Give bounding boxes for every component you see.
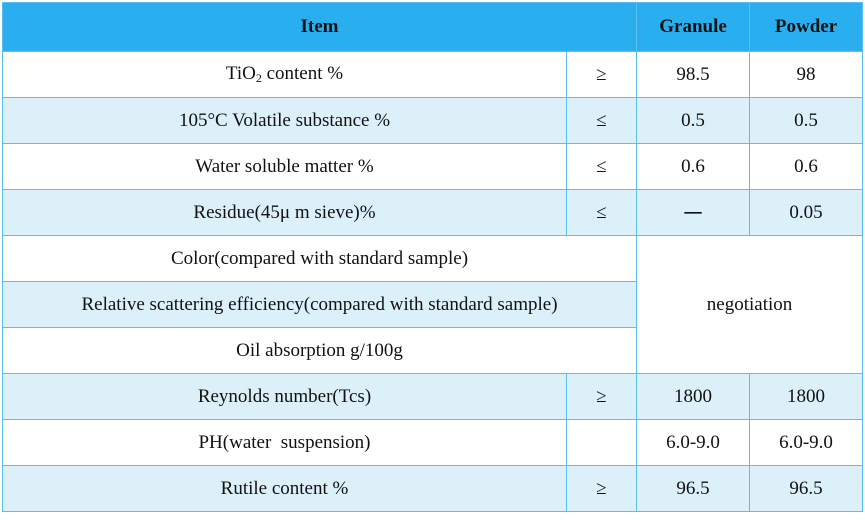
header-powder: Powder [749, 2, 864, 52]
operator-cell: ≤ [565, 189, 638, 236]
item-cell: Relative scattering efficiency(compared … [1, 281, 638, 328]
operator-cell: ≥ [565, 373, 638, 420]
powder-cell: 98 [749, 51, 864, 98]
powder-cell: 6.0-9.0 [749, 419, 864, 466]
header-item: Item [1, 2, 638, 52]
powder-cell: 0.6 [749, 143, 864, 190]
header-row: Item Granule Powder [1, 2, 864, 52]
operator-cell: ≥ [565, 465, 638, 512]
item-cell: Water soluble matter % [2, 143, 567, 190]
operator-cell [565, 419, 638, 466]
operator-cell: ≤ [565, 143, 638, 190]
table-row: Rutile content % ≥ 96.5 96.5 [2, 465, 864, 512]
granule-cell: 1800 [636, 373, 751, 420]
table-row: Reynolds number(Tcs) ≥ 1800 1800 [2, 373, 864, 420]
specification-table: Item Granule Powder TiO2 content % ≥ 98.… [1, 2, 864, 512]
item-cell: 105°C Volatile substance % [2, 97, 567, 144]
powder-cell: 0.05 [749, 189, 864, 236]
granule-cell: 6.0-9.0 [636, 419, 751, 466]
negotiation-cell: negotiation [636, 235, 864, 374]
item-cell: Rutile content % [2, 465, 567, 512]
granule-cell: 0.6 [636, 143, 751, 190]
operator-cell: ≥ [565, 51, 638, 98]
table-row: TiO2 content % ≥ 98.5 98 [2, 51, 864, 98]
item-cell: Color(compared with standard sample) [1, 235, 638, 282]
granule-cell: 98.5 [636, 51, 751, 98]
powder-cell: 0.5 [749, 97, 864, 144]
operator-cell: ≤ [565, 97, 638, 144]
table-row: PH(water suspension) 6.0-9.0 6.0-9.0 [2, 419, 864, 466]
powder-cell: 1800 [749, 373, 864, 420]
table-row: Residue(45μ m sieve)% ≤ 一 0.05 [2, 189, 864, 236]
item-cell: Residue(45μ m sieve)% [2, 189, 567, 236]
header-granule: Granule [636, 2, 751, 52]
item-cell: PH(water suspension) [2, 419, 567, 466]
item-cell: Oil absorption g/100g [1, 327, 638, 374]
granule-cell: 96.5 [636, 465, 751, 512]
item-cell: Reynolds number(Tcs) [2, 373, 567, 420]
table-row: Relative scattering efficiency(compared … [1, 281, 863, 328]
table-row: Water soluble matter % ≤ 0.6 0.6 [2, 143, 864, 190]
granule-cell: 一 [636, 189, 751, 236]
table-row: 105°C Volatile substance % ≤ 0.5 0.5 [2, 97, 864, 144]
granule-cell: 0.5 [636, 97, 751, 144]
powder-cell: 96.5 [749, 465, 864, 512]
table-row: Color(compared with standard sample) neg… [1, 235, 864, 374]
item-cell: TiO2 content % [2, 51, 567, 98]
table-row: Oil absorption g/100g [1, 327, 863, 374]
